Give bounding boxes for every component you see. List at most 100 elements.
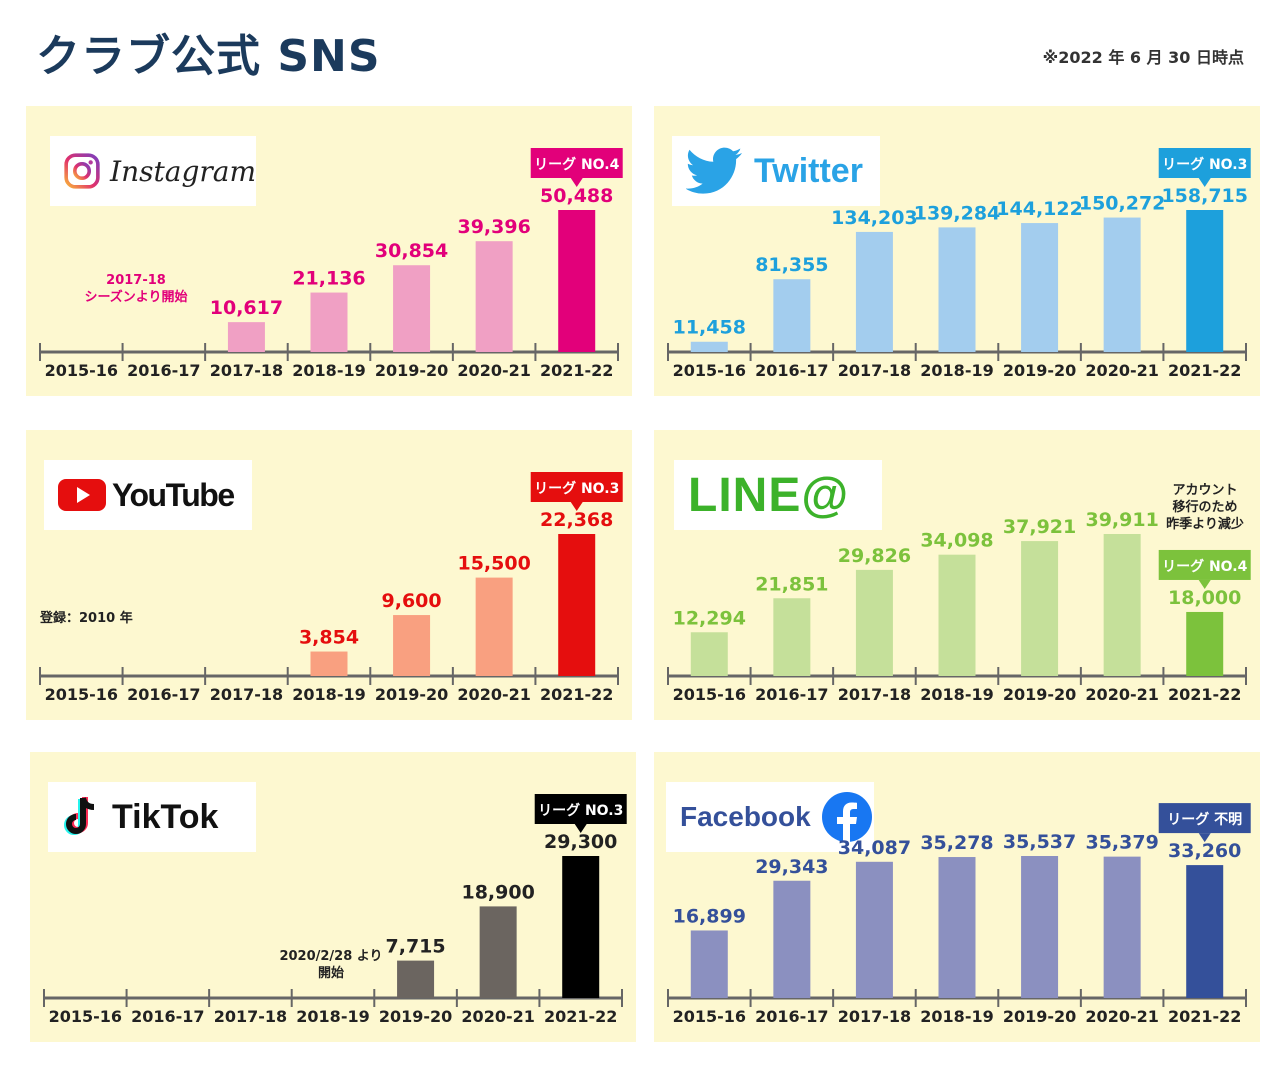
youtube-value-label: 15,500 [457,553,530,575]
twitter-bar [1103,217,1141,352]
youtube-tick-label: 2015-16 [45,685,118,704]
twitter-tick-label: 2019-20 [1003,361,1076,380]
facebook-value-label: 35,278 [920,832,993,854]
twitter-logo-text: Twitter [754,151,863,190]
line-tick-label: 2017-18 [838,685,911,704]
line-bar [938,554,976,676]
youtube-value-label: 9,600 [382,590,442,612]
facebook-tick-label: 2017-18 [838,1007,911,1026]
facebook-value-label: 29,343 [755,856,828,878]
instagram-icon [64,153,100,189]
youtube-tick-label: 2018-19 [292,685,365,704]
facebook-bar [1103,856,1141,998]
facebook-bar [855,861,893,998]
line-bar [855,569,893,676]
youtube-tick-label: 2020-21 [457,685,530,704]
tiktok-bar [479,906,517,998]
line-tick-label: 2015-16 [673,685,746,704]
line-value-label: 39,911 [1085,509,1158,531]
youtube-play-icon [58,479,106,511]
twitter-value-label: 81,355 [755,254,828,276]
youtube-value-label: 22,368 [540,509,613,531]
facebook-value-label: 34,087 [838,837,911,859]
instagram-value-label: 21,136 [292,268,365,290]
facebook-chart: 2015-16 16,899 2016-17 29,343 2017-18 34,087 2… [667,803,1251,1026]
tiktok-logo: TikTok [48,782,256,852]
instagram-logo-text: Instagram [110,154,256,188]
instagram-value-label: 39,396 [457,216,530,238]
instagram-panel: Instagram 2017-18 シーズンより開始 2015-16 2016-17… [26,106,632,396]
instagram-value-label: 50,488 [540,185,613,207]
twitter-panel: Twitter 2015-16 11,458 2016-17 81,355 2017-1… [654,106,1260,396]
twitter-value-label: 139,284 [914,202,1001,224]
twitter-bar [1186,210,1224,352]
facebook-bar [773,880,811,998]
instagram-logo: Instagram [50,136,256,206]
line-chart: 2015-16 12,294 2016-17 21,851 2017-18 29,826 2… [667,509,1251,704]
instagram-rank-badge-text: リーグ NO.4 [534,156,620,173]
instagram-note: 2017-18 シーズンより開始 [84,273,188,305]
facebook-logo: Facebook [666,782,874,852]
line-value-label: 29,826 [838,545,911,567]
facebook-f-icon [821,792,872,843]
line-tick-label: 2020-21 [1085,685,1158,704]
facebook-logo-text: Facebook [680,801,811,832]
facebook-rank-badge: リーグ 不明 [1158,803,1251,843]
tiktok-value-label: 18,900 [461,881,534,903]
line-bar [773,598,811,676]
twitter-tick-label: 2021-22 [1168,361,1241,380]
facebook-tick-label: 2015-16 [673,1007,746,1026]
twitter-value-label: 11,458 [673,317,746,339]
twitter-value-label: 158,715 [1161,185,1248,207]
instagram-tick-label: 2018-19 [292,361,365,380]
twitter-tick-label: 2018-19 [920,361,993,380]
tiktok-rank-badge: リーグ NO.3 [534,794,627,833]
twitter-bar [938,227,976,352]
twitter-tick-label: 2016-17 [755,361,828,380]
tiktok-tick-label: 2015-16 [49,1007,122,1026]
instagram-tick-label: 2020-21 [457,361,530,380]
instagram-tick-label: 2017-18 [210,361,283,380]
youtube-rank-badge-text: リーグ NO.3 [534,480,619,497]
instagram-bar [558,210,596,352]
youtube-bar [558,534,596,676]
line-tick-label: 2019-20 [1003,685,1076,704]
twitter-bar [690,341,728,352]
tiktok-bar [562,856,600,998]
tiktok-tick-label: 2021-22 [544,1007,617,1026]
youtube-bar [310,651,348,676]
twitter-tick-label: 2017-18 [838,361,911,380]
instagram-value-label: 30,854 [375,240,448,262]
facebook-bar [938,857,976,998]
facebook-bar [690,930,728,998]
twitter-value-label: 150,272 [1079,193,1166,215]
instagram-tick-label: 2019-20 [375,361,448,380]
tiktok-panel: TikTok 2020/2/28 より 開始 2015-16 2016-17 2017… [30,752,636,1042]
line-logo: LINE@ [674,460,882,530]
twitter-chart: 2015-16 11,458 2016-17 81,355 2017-18 134,203… [667,148,1251,380]
youtube-tick-label: 2021-22 [540,685,613,704]
youtube-logo: YouTube [44,460,252,530]
twitter-rank-badge: リーグ NO.3 [1158,148,1251,187]
line-value-label: 21,851 [755,573,828,595]
twitter-bar [1021,223,1059,352]
line-logo-text: LINE@ [688,468,850,522]
tiktok-value-label: 29,300 [544,831,617,853]
facebook-value-label: 16,899 [673,905,746,927]
facebook-value-label: 35,379 [1085,832,1158,854]
facebook-tick-label: 2019-20 [1003,1007,1076,1026]
tiktok-tick-label: 2020-21 [461,1007,534,1026]
facebook-rank-badge-text: リーグ 不明 [1167,811,1242,828]
twitter-logo: Twitter [672,136,880,206]
twitter-bird-icon [686,147,742,194]
youtube-bar [393,615,431,676]
instagram-tick-label: 2021-22 [540,361,613,380]
tiktok-rank-badge-text: リーグ NO.3 [538,802,623,819]
youtube-rank-badge: リーグ NO.3 [530,472,623,511]
tiktok-tick-label: 2019-20 [379,1007,452,1026]
tiktok-tick-label: 2016-17 [131,1007,204,1026]
line-bar [690,632,728,676]
line-rank-badge: リーグ NO.4 [1158,549,1251,589]
instagram-bar [393,265,431,352]
tiktok-tick-label: 2018-19 [296,1007,369,1026]
